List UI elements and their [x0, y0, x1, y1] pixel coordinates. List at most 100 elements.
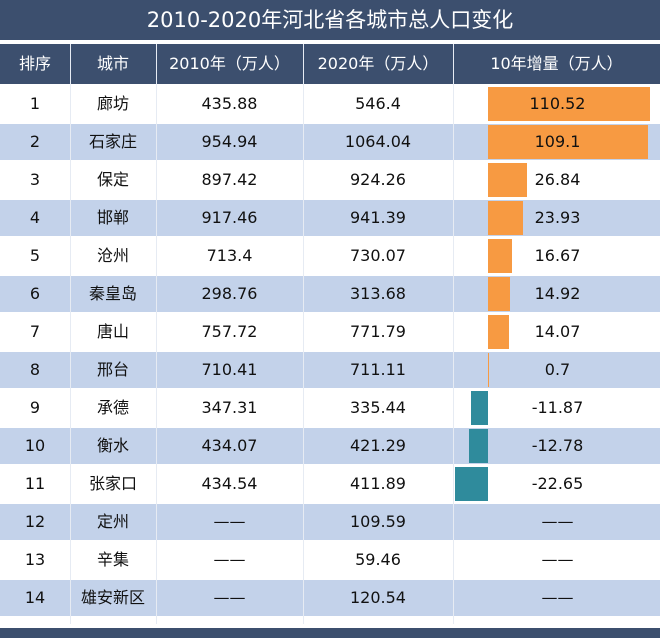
increment-bar-positive	[488, 353, 490, 387]
table-row: 7 唐山 757.72 771.79 14.07	[0, 314, 660, 350]
cell-2010: 897.42	[201, 170, 258, 189]
cell-increment: 109.1	[534, 132, 581, 151]
increment-bar-positive	[488, 277, 510, 311]
table-row: 6 秦皇岛 298.76 313.68 14.92	[0, 276, 660, 312]
cell-city: 唐山	[96, 322, 129, 341]
cell-rank: 7	[29, 322, 41, 341]
cell-rank: 9	[29, 398, 41, 417]
cell-2010: ——	[213, 512, 246, 531]
table-footer	[0, 628, 660, 638]
cell-2010: ——	[213, 588, 246, 607]
table-title: 2010-2020年河北省各城市总人口变化	[0, 0, 660, 40]
cell-city: 承德	[96, 398, 129, 417]
cell-city: 定州	[96, 512, 129, 531]
cell-2020: 941.39	[350, 208, 406, 227]
cell-2010: 434.54	[201, 474, 258, 493]
table-row: 13 辛集 —— 59.46 ——	[0, 542, 660, 578]
table-row: 10 衡水 434.07 421.29 -12.78	[0, 428, 660, 464]
cell-rank: 2	[29, 132, 41, 151]
column-divider	[156, 44, 157, 624]
header-row: 排序 城市 2010年（万人） 2020年（万人） 10年增量（万人）	[0, 44, 660, 84]
cell-city: 张家口	[88, 474, 137, 493]
table-row: 1 廊坊 435.88 546.4 110.52	[0, 86, 660, 122]
cell-city: 辛集	[96, 550, 129, 569]
cell-increment: ——	[541, 588, 574, 607]
column-divider	[303, 44, 304, 624]
increment-bar-positive	[488, 87, 650, 121]
cell-2020: 730.07	[350, 246, 406, 265]
table-row: 4 邯郸 917.46 941.39 23.93	[0, 200, 660, 236]
cell-increment: 14.92	[534, 284, 581, 303]
table-row: 5 沧州 713.4 730.07 16.67	[0, 238, 660, 274]
cell-increment: 26.84	[534, 170, 581, 189]
cell-rank: 12	[24, 512, 46, 531]
column-divider	[70, 44, 71, 624]
cell-increment: 16.67	[534, 246, 581, 265]
header-2010: 2010年（万人）	[169, 54, 290, 73]
header-city: 城市	[96, 54, 129, 73]
increment-bar-positive	[488, 315, 509, 349]
cell-2020: 109.59	[350, 512, 406, 531]
increment-bar-negative	[454, 467, 488, 501]
cell-2020: 771.79	[350, 322, 406, 341]
cell-city: 石家庄	[88, 132, 137, 151]
cell-city: 雄安新区	[80, 588, 145, 607]
cell-2010: ——	[213, 550, 246, 569]
cell-city: 沧州	[96, 246, 129, 265]
cell-2010: 434.07	[201, 436, 258, 455]
cell-2020: 546.4	[355, 94, 401, 113]
cell-2020: 59.46	[355, 550, 401, 569]
cell-rank: 5	[29, 246, 41, 265]
table-row: 2 石家庄 954.94 1064.04 109.1	[0, 124, 660, 160]
cell-2010: 347.31	[201, 398, 258, 417]
cell-city: 秦皇岛	[88, 284, 137, 303]
cell-city: 保定	[96, 170, 129, 189]
increment-bar-positive	[488, 201, 524, 235]
cell-2010: 757.72	[201, 322, 258, 341]
table-row: 12 定州 —— 109.59 ——	[0, 504, 660, 540]
increment-bar-positive	[488, 239, 513, 273]
cell-increment: -22.65	[531, 474, 584, 493]
cell-increment: -11.87	[531, 398, 584, 417]
increment-bar-positive	[488, 163, 528, 197]
table-row: 14 雄安新区 —— 120.54 ——	[0, 580, 660, 616]
cell-rank: 10	[24, 436, 46, 455]
cell-rank: 11	[24, 474, 46, 493]
cell-increment: ——	[541, 512, 574, 531]
cell-2010: 710.41	[201, 360, 258, 379]
cell-2020: 421.29	[350, 436, 406, 455]
cell-increment: 0.7	[544, 360, 571, 379]
cell-2020: 924.26	[350, 170, 406, 189]
cell-rank: 1	[29, 94, 41, 113]
cell-rank: 6	[29, 284, 41, 303]
cell-2020: 411.89	[350, 474, 406, 493]
header-rank: 排序	[18, 54, 51, 73]
cell-2010: 954.94	[201, 132, 258, 151]
header-increment: 10年增量（万人）	[490, 54, 623, 73]
cell-2020: 1064.04	[344, 132, 412, 151]
header-2020: 2020年（万人）	[317, 54, 439, 73]
cell-2020: 313.68	[350, 284, 406, 303]
cell-increment: 23.93	[534, 208, 581, 227]
cell-2020: 711.11	[350, 360, 406, 379]
cell-rank: 14	[24, 588, 46, 607]
cell-2020: 335.44	[350, 398, 406, 417]
table-row: 8 邢台 710.41 711.11 0.7	[0, 352, 660, 388]
increment-bar-positive	[488, 125, 648, 159]
cell-increment: 110.52	[529, 94, 586, 113]
cell-rank: 8	[29, 360, 41, 379]
cell-2020: 120.54	[350, 588, 406, 607]
cell-rank: 13	[24, 550, 46, 569]
cell-city: 廊坊	[96, 94, 129, 113]
cell-increment: -12.78	[531, 436, 584, 455]
cell-city: 邢台	[96, 360, 129, 379]
cell-city: 衡水	[96, 436, 129, 455]
cell-2010: 298.76	[201, 284, 258, 303]
table-row: 3 保定 897.42 924.26 26.84	[0, 162, 660, 198]
increment-bar-negative	[470, 391, 488, 425]
column-divider	[453, 44, 454, 624]
cell-2010: 435.88	[201, 94, 258, 113]
cell-city: 邯郸	[96, 208, 129, 227]
cell-2010: 917.46	[201, 208, 258, 227]
